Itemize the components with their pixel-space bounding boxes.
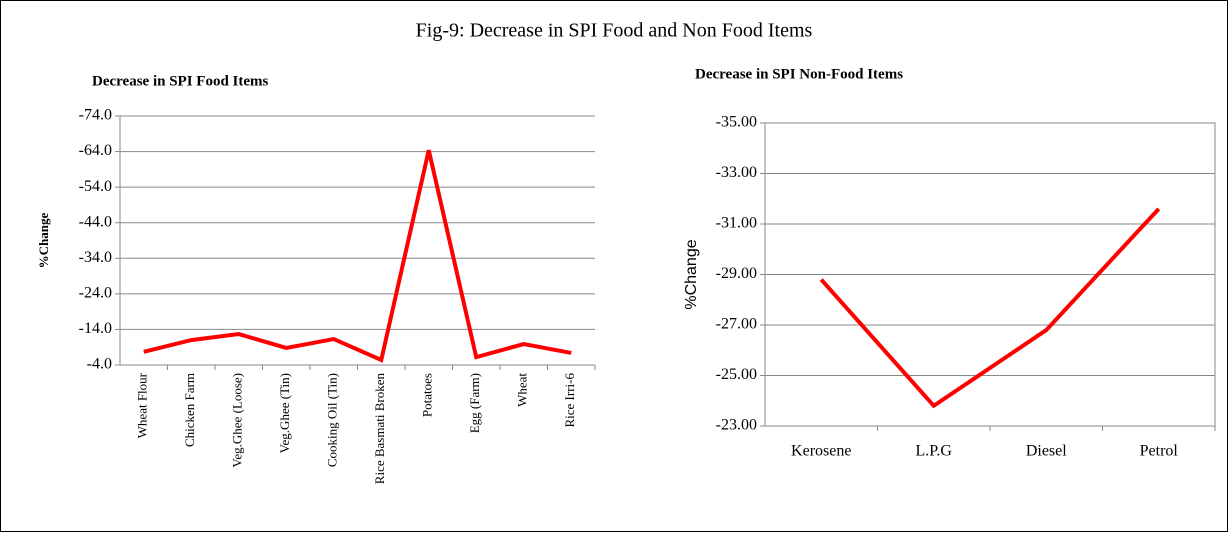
data-line xyxy=(819,207,1161,409)
x-tick-label: L.P.G xyxy=(916,443,953,460)
x-tick-label: Cooking Oil (Tin) xyxy=(325,373,340,467)
x-tick-label: Wheat Flour xyxy=(135,372,150,438)
x-tick-label: Diesel xyxy=(1026,443,1067,460)
y-tick-label: -33.00 xyxy=(716,164,757,181)
x-tick-label: Rice Irri-6 xyxy=(562,373,577,428)
x-tick-label: Petrol xyxy=(1140,443,1179,460)
x-tick-label: Chicken Farm xyxy=(182,373,197,447)
y-tick-label: -29.00 xyxy=(716,265,757,282)
y-axis-label: %Change xyxy=(683,239,700,309)
chart-title: Decrease in SPI Food Items xyxy=(92,73,269,89)
x-tick-label: Veg.Ghee (Tin) xyxy=(277,373,292,453)
y-tick-label: -27.00 xyxy=(716,316,757,333)
y-tick-label: -4.0 xyxy=(87,356,112,373)
y-tick-label: -54.0 xyxy=(79,178,112,195)
x-tick-label: Kerosene xyxy=(791,443,851,460)
figure-title: Fig-9: Decrease in SPI Food and Non Food… xyxy=(416,20,813,42)
y-tick-label: -24.0 xyxy=(79,285,112,302)
x-tick-label: Egg (Farm) xyxy=(467,373,482,433)
y-tick-label: -44.0 xyxy=(79,213,112,230)
y-tick-label: -64.0 xyxy=(79,142,112,159)
y-tick-label: -25.00 xyxy=(716,366,757,383)
x-tick-label: Rice Basmati Broken xyxy=(372,373,387,485)
chart-title: Decrease in SPI Non-Food Items xyxy=(695,66,903,82)
x-tick-label: Wheat xyxy=(515,373,530,407)
y-tick-label: -31.00 xyxy=(716,215,757,232)
x-tick-label: Veg.Ghee (Loose) xyxy=(230,373,245,468)
y-tick-label: -35.00 xyxy=(716,114,757,131)
x-tick-label: Potatoes xyxy=(420,373,435,417)
y-axis-label: %Change xyxy=(36,212,51,268)
y-tick-label: -34.0 xyxy=(79,249,112,266)
y-tick-label: -23.00 xyxy=(716,417,757,434)
y-tick-label: -74.0 xyxy=(79,107,112,124)
data-line xyxy=(143,149,572,363)
y-tick-label: -14.0 xyxy=(79,320,112,337)
